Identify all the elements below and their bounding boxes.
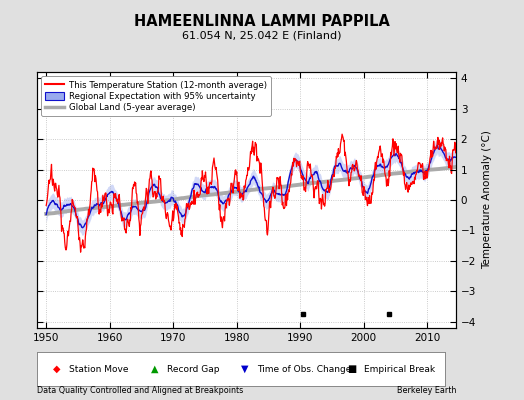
Text: Station Move: Station Move xyxy=(69,364,129,374)
Text: ▲: ▲ xyxy=(151,364,159,374)
Text: Time of Obs. Change: Time of Obs. Change xyxy=(257,364,352,374)
Text: ▼: ▼ xyxy=(241,364,248,374)
Text: ■: ■ xyxy=(347,364,356,374)
Legend: This Temperature Station (12-month average), Regional Expectation with 95% uncer: This Temperature Station (12-month avera… xyxy=(41,76,271,116)
Text: HAMEENLINNA LAMMI PAPPILA: HAMEENLINNA LAMMI PAPPILA xyxy=(134,14,390,29)
Text: Data Quality Controlled and Aligned at Breakpoints: Data Quality Controlled and Aligned at B… xyxy=(37,386,243,395)
Text: Berkeley Earth: Berkeley Earth xyxy=(397,386,456,395)
Text: Empirical Break: Empirical Break xyxy=(364,364,435,374)
Text: ◆: ◆ xyxy=(53,364,61,374)
Y-axis label: Temperature Anomaly (°C): Temperature Anomaly (°C) xyxy=(482,130,492,270)
Text: 61.054 N, 25.042 E (Finland): 61.054 N, 25.042 E (Finland) xyxy=(182,30,342,40)
Text: Record Gap: Record Gap xyxy=(168,364,220,374)
